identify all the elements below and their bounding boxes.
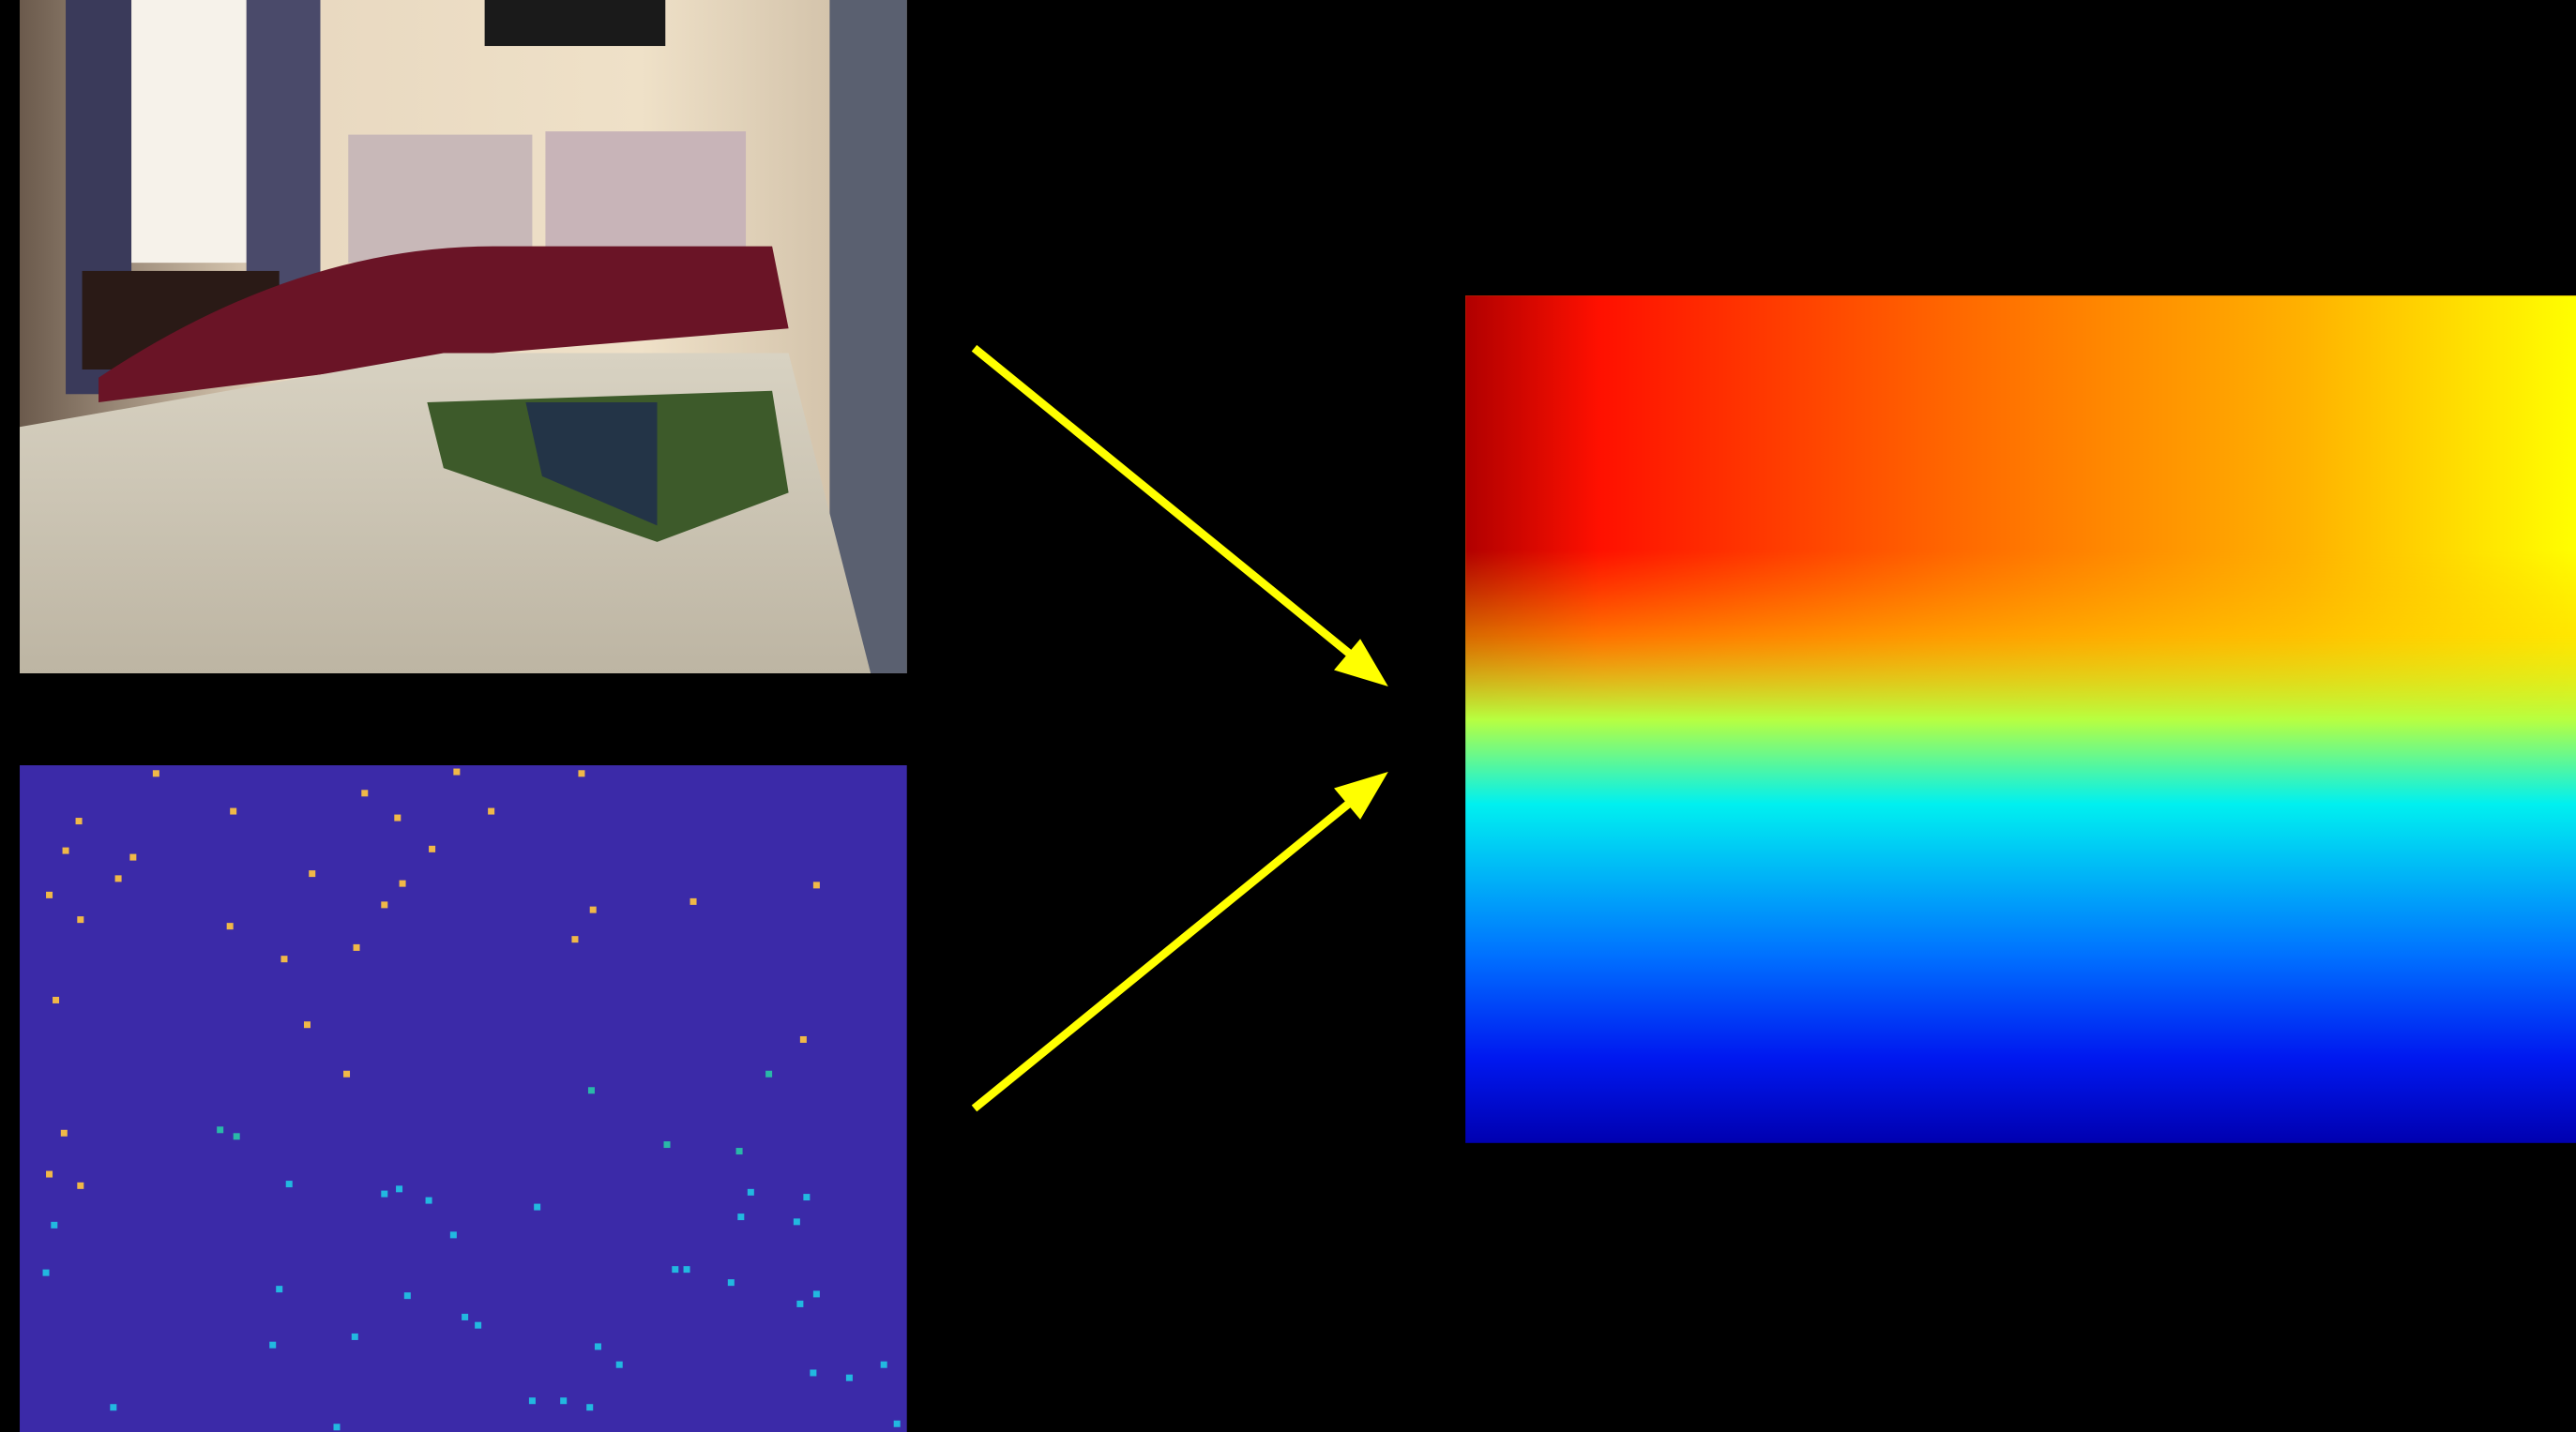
depth-map [1465, 295, 2576, 1143]
arrow [975, 791, 1364, 1108]
sparse-depth [20, 765, 907, 1432]
figure [0, 0, 2576, 1432]
arrows [975, 348, 1388, 1108]
arrow [975, 348, 1364, 665]
rgb-photo [20, 0, 907, 673]
page: (() => { const data = JSON.parse(documen… [0, 0, 2576, 1432]
